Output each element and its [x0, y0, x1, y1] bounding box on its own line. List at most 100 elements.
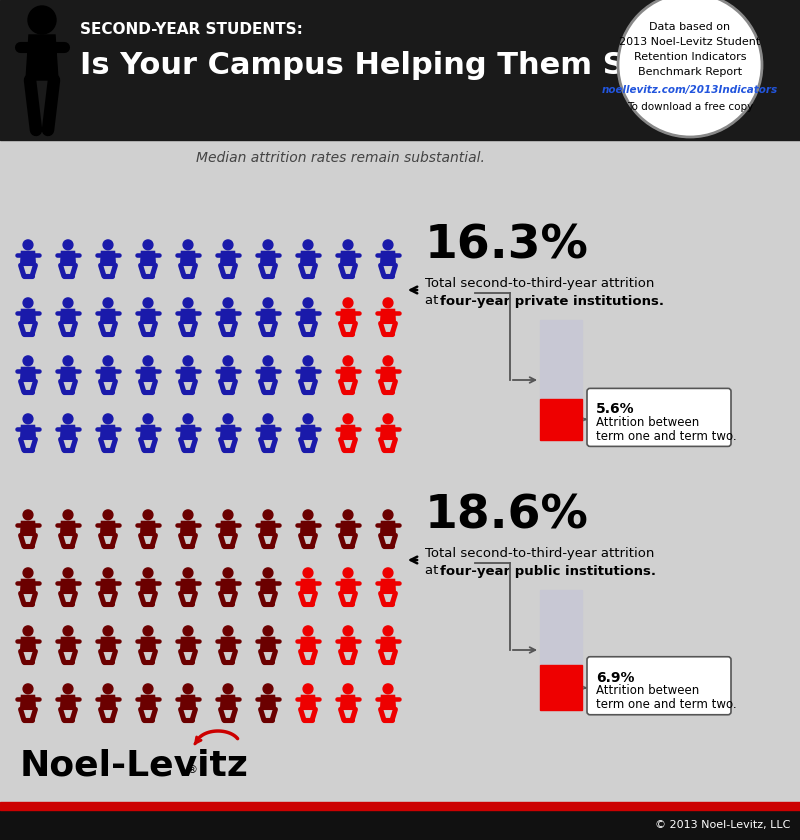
Circle shape [63, 414, 73, 423]
Circle shape [343, 684, 353, 694]
Circle shape [303, 240, 313, 249]
Circle shape [63, 568, 73, 578]
Text: SECOND-YEAR STUDENTS:: SECOND-YEAR STUDENTS: [80, 23, 303, 38]
Text: four-year public institutions.: four-year public institutions. [440, 564, 656, 578]
Polygon shape [181, 638, 195, 651]
Circle shape [303, 684, 313, 694]
Text: Retention Indicators: Retention Indicators [634, 52, 746, 62]
Polygon shape [141, 522, 155, 535]
Polygon shape [301, 696, 315, 709]
Circle shape [343, 240, 353, 249]
Text: four-year private institutions.: four-year private institutions. [440, 295, 664, 307]
Polygon shape [301, 522, 315, 535]
Polygon shape [381, 696, 395, 709]
Circle shape [103, 510, 113, 520]
Polygon shape [141, 580, 155, 593]
Circle shape [63, 298, 73, 307]
Circle shape [63, 510, 73, 520]
Circle shape [383, 240, 393, 249]
Polygon shape [381, 367, 395, 381]
Polygon shape [181, 367, 195, 381]
Circle shape [23, 298, 33, 307]
Polygon shape [261, 638, 275, 651]
Polygon shape [381, 522, 395, 535]
Circle shape [263, 684, 273, 694]
Circle shape [103, 568, 113, 578]
Polygon shape [261, 696, 275, 709]
Polygon shape [301, 367, 315, 381]
Circle shape [23, 240, 33, 249]
Circle shape [143, 568, 153, 578]
Polygon shape [381, 580, 395, 593]
Circle shape [103, 356, 113, 365]
Circle shape [223, 684, 233, 694]
Circle shape [143, 298, 153, 307]
Polygon shape [181, 580, 195, 593]
Circle shape [383, 298, 393, 307]
Text: 2013 Noel-Levitz Student: 2013 Noel-Levitz Student [619, 37, 761, 47]
Circle shape [303, 626, 313, 636]
Circle shape [223, 568, 233, 578]
Circle shape [263, 568, 273, 578]
Polygon shape [61, 367, 75, 381]
Circle shape [23, 626, 33, 636]
Polygon shape [61, 425, 75, 439]
Circle shape [143, 510, 153, 520]
Circle shape [103, 298, 113, 307]
Circle shape [23, 510, 33, 520]
Polygon shape [341, 696, 355, 709]
Circle shape [63, 240, 73, 249]
Circle shape [63, 626, 73, 636]
Circle shape [223, 414, 233, 423]
Circle shape [618, 0, 762, 137]
Polygon shape [261, 580, 275, 593]
Polygon shape [301, 251, 315, 265]
Text: Noel-Levitz: Noel-Levitz [20, 748, 249, 782]
Circle shape [103, 240, 113, 249]
Polygon shape [21, 367, 35, 381]
Polygon shape [21, 522, 35, 535]
Circle shape [263, 240, 273, 249]
Bar [0, 802, 800, 810]
Polygon shape [181, 309, 195, 323]
Polygon shape [21, 696, 35, 709]
Polygon shape [301, 638, 315, 651]
Circle shape [343, 298, 353, 307]
Polygon shape [221, 251, 235, 265]
Polygon shape [341, 638, 355, 651]
Circle shape [223, 240, 233, 249]
Text: 16.3%: 16.3% [425, 223, 589, 269]
Circle shape [143, 684, 153, 694]
Bar [540, 590, 582, 710]
Circle shape [28, 6, 56, 34]
Circle shape [383, 568, 393, 578]
Circle shape [343, 510, 353, 520]
Text: term one and term two.: term one and term two. [596, 698, 737, 711]
Polygon shape [101, 580, 115, 593]
Text: 18.6%: 18.6% [425, 493, 589, 538]
Polygon shape [381, 425, 395, 439]
Polygon shape [261, 309, 275, 323]
Polygon shape [21, 425, 35, 439]
Polygon shape [21, 251, 35, 265]
Polygon shape [21, 580, 35, 593]
Circle shape [263, 414, 273, 423]
Circle shape [223, 298, 233, 307]
Polygon shape [341, 425, 355, 439]
Polygon shape [181, 696, 195, 709]
Circle shape [143, 414, 153, 423]
Circle shape [103, 684, 113, 694]
Circle shape [263, 626, 273, 636]
Bar [540, 399, 582, 440]
Circle shape [263, 298, 273, 307]
Polygon shape [221, 696, 235, 709]
Polygon shape [301, 425, 315, 439]
Circle shape [223, 626, 233, 636]
Polygon shape [301, 580, 315, 593]
Circle shape [183, 510, 193, 520]
Polygon shape [261, 367, 275, 381]
Circle shape [63, 356, 73, 365]
Circle shape [383, 626, 393, 636]
Polygon shape [101, 251, 115, 265]
Text: Is Your Campus Helping Them Succeed?: Is Your Campus Helping Them Succeed? [80, 50, 763, 80]
